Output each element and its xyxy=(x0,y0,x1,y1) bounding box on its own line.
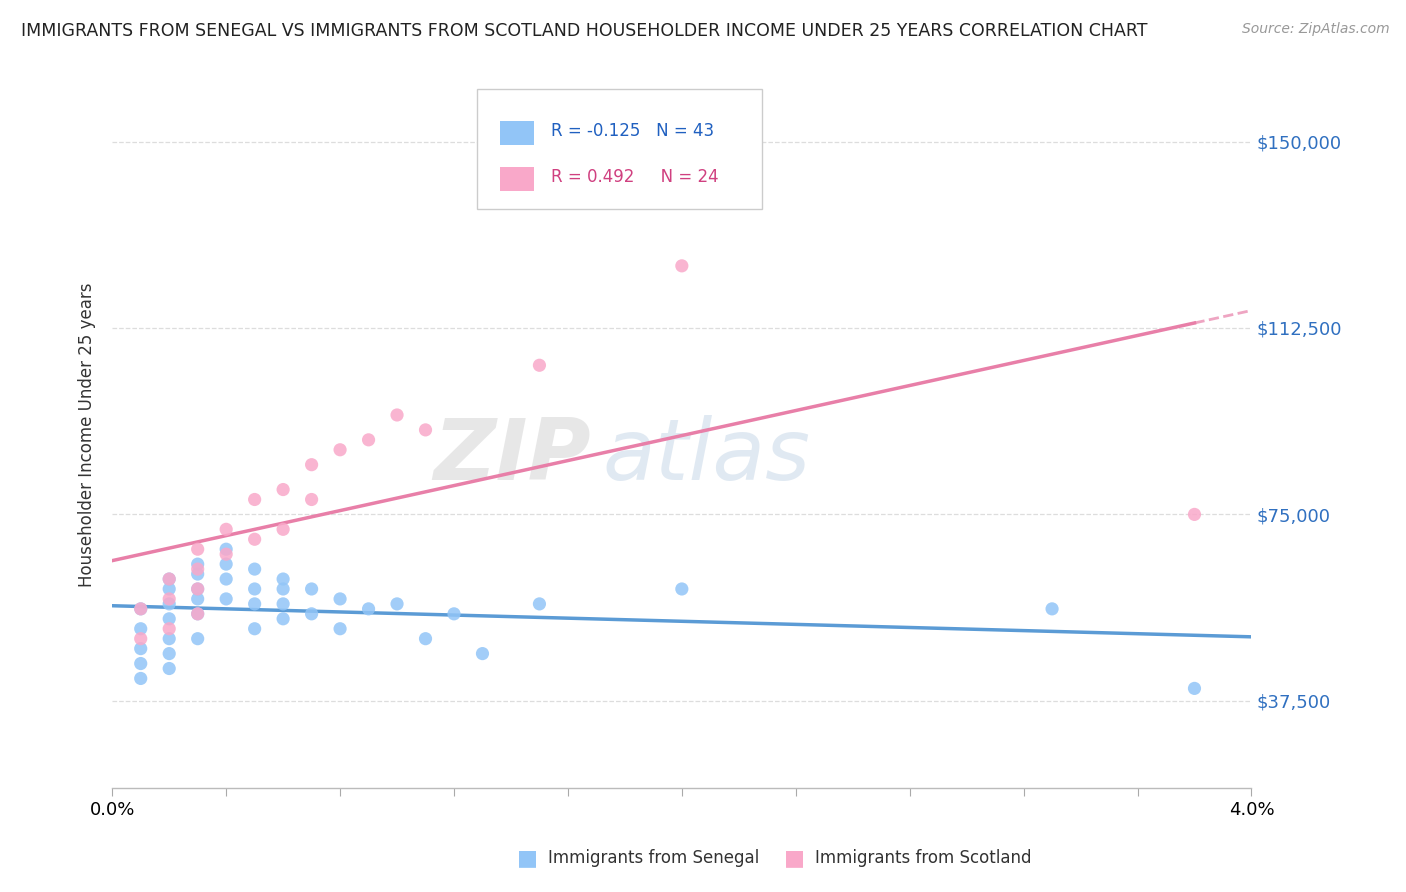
Text: ■: ■ xyxy=(785,848,804,868)
Point xyxy=(187,557,209,571)
Bar xyxy=(499,120,534,145)
Point xyxy=(157,582,180,596)
Point xyxy=(187,607,209,621)
Point xyxy=(187,582,209,596)
Point xyxy=(157,622,180,636)
Point xyxy=(671,582,693,596)
Point xyxy=(271,572,294,586)
Point xyxy=(301,492,323,507)
Point xyxy=(129,641,152,656)
Point xyxy=(157,591,180,606)
Point xyxy=(187,562,209,576)
Point xyxy=(301,582,323,596)
Point xyxy=(243,622,266,636)
Point xyxy=(329,591,352,606)
Point xyxy=(215,522,238,536)
Point xyxy=(129,632,152,646)
Point xyxy=(215,572,238,586)
Point xyxy=(215,591,238,606)
Point xyxy=(243,562,266,576)
Point xyxy=(357,433,380,447)
Point xyxy=(271,483,294,497)
Point xyxy=(471,647,494,661)
Point xyxy=(215,557,238,571)
Point xyxy=(129,622,152,636)
Point xyxy=(129,602,152,616)
Point xyxy=(157,647,180,661)
Point xyxy=(357,602,380,616)
Point xyxy=(415,423,437,437)
Point xyxy=(187,567,209,582)
Bar xyxy=(499,167,534,191)
Point xyxy=(187,582,209,596)
Point xyxy=(1184,681,1206,696)
Point xyxy=(1184,508,1206,522)
Point xyxy=(215,542,238,557)
Text: IMMIGRANTS FROM SENEGAL VS IMMIGRANTS FROM SCOTLAND HOUSEHOLDER INCOME UNDER 25 : IMMIGRANTS FROM SENEGAL VS IMMIGRANTS FR… xyxy=(21,22,1147,40)
Point xyxy=(157,612,180,626)
Point xyxy=(271,597,294,611)
Point xyxy=(529,597,551,611)
Point xyxy=(187,591,209,606)
FancyBboxPatch shape xyxy=(477,89,762,209)
Point xyxy=(271,522,294,536)
Point xyxy=(187,542,209,557)
Text: Source: ZipAtlas.com: Source: ZipAtlas.com xyxy=(1241,22,1389,37)
Point xyxy=(243,533,266,547)
Text: ■: ■ xyxy=(517,848,537,868)
Point xyxy=(187,607,209,621)
Point xyxy=(529,358,551,372)
Point xyxy=(385,408,408,422)
Point xyxy=(243,582,266,596)
Text: R = 0.492     N = 24: R = 0.492 N = 24 xyxy=(551,169,718,186)
Point xyxy=(129,602,152,616)
Point xyxy=(1040,602,1063,616)
Point xyxy=(415,632,437,646)
Point xyxy=(329,622,352,636)
Point xyxy=(385,597,408,611)
Point xyxy=(129,657,152,671)
Point xyxy=(301,458,323,472)
Point xyxy=(271,612,294,626)
Point xyxy=(271,582,294,596)
Point xyxy=(157,661,180,675)
Point xyxy=(301,607,323,621)
Text: ZIP: ZIP xyxy=(433,415,591,498)
Point xyxy=(187,632,209,646)
Point xyxy=(443,607,465,621)
Point xyxy=(157,572,180,586)
Point xyxy=(157,572,180,586)
Point xyxy=(329,442,352,457)
Point xyxy=(671,259,693,273)
Point xyxy=(215,547,238,561)
Point xyxy=(243,492,266,507)
Text: Immigrants from Senegal: Immigrants from Senegal xyxy=(548,849,759,867)
Text: Immigrants from Scotland: Immigrants from Scotland xyxy=(815,849,1032,867)
Point xyxy=(157,597,180,611)
Point xyxy=(157,632,180,646)
Point xyxy=(129,672,152,686)
Point xyxy=(243,597,266,611)
Y-axis label: Householder Income Under 25 years: Householder Income Under 25 years xyxy=(79,283,96,587)
Text: atlas: atlas xyxy=(602,415,810,498)
Text: R = -0.125   N = 43: R = -0.125 N = 43 xyxy=(551,122,714,140)
